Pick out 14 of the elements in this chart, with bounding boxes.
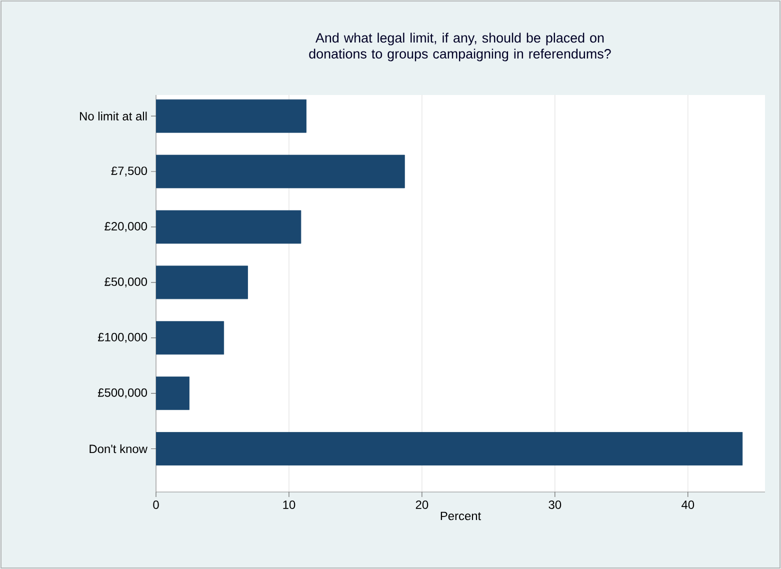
y-tick-label: £500,000 (98, 388, 148, 398)
y-tick-label: £50,000 (104, 277, 148, 288)
x-tick-label: 30 (548, 500, 562, 509)
y-tick-label: £7,500 (111, 166, 148, 176)
x-axis-title: Percent (440, 512, 482, 520)
y-tick-label: No limit at all (80, 112, 147, 120)
y-tick-label: £100,000 (98, 332, 148, 343)
y-tick-label: £20,000 (104, 222, 148, 232)
x-tick-label: 20 (416, 500, 428, 509)
y-tick-label: Don't know (90, 444, 148, 454)
x-tick-label: 10 (283, 500, 296, 509)
x-tick-label: 0 (153, 500, 159, 509)
chart-title: And what legal limit, if any, should be placed on donations to groups campaigning in referendums? (309, 32, 611, 62)
x-tick-label: 40 (682, 500, 694, 509)
